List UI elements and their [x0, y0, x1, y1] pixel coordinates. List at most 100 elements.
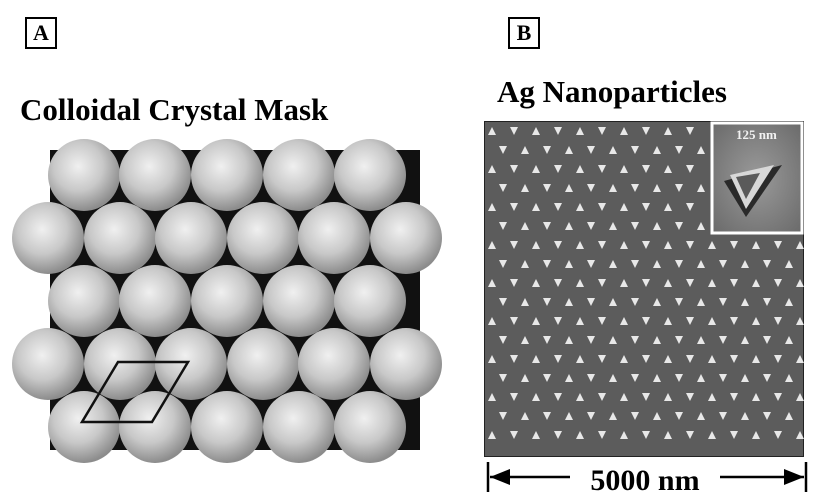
sphere [48, 265, 120, 337]
nanoparticle [642, 279, 650, 287]
nanoparticle [675, 374, 683, 382]
nanoparticle [499, 146, 507, 154]
sphere [334, 265, 406, 337]
nanoparticle [499, 298, 507, 306]
nanoparticle [697, 260, 705, 268]
nanoparticle [697, 146, 705, 154]
nanoparticle [565, 184, 573, 192]
nanoparticle [686, 127, 694, 135]
nanoparticle [675, 336, 683, 344]
nanoparticle [763, 336, 771, 344]
nanoparticle [620, 355, 628, 363]
nanoparticle [532, 393, 540, 401]
nanoparticle [554, 165, 562, 173]
nanoparticle [554, 431, 562, 439]
nanoparticle [664, 431, 672, 439]
nanoparticle [730, 279, 738, 287]
nanoparticle [488, 355, 496, 363]
nanoparticle [488, 165, 496, 173]
nanoparticle [752, 393, 760, 401]
nanoparticle [565, 374, 573, 382]
nanoparticle [620, 317, 628, 325]
nanoparticle [741, 336, 749, 344]
nanoparticle [587, 184, 595, 192]
nanoparticle [796, 355, 804, 363]
nanoparticle [664, 241, 672, 249]
nanoparticle [686, 241, 694, 249]
nanoparticle [653, 298, 661, 306]
sphere [191, 139, 263, 211]
nanoparticle [576, 393, 584, 401]
nanoparticle [719, 374, 727, 382]
nanoparticle [598, 317, 606, 325]
nanoparticle [675, 298, 683, 306]
afm-micrograph [484, 121, 804, 457]
nanoparticle [543, 260, 551, 268]
nanoparticle [576, 203, 584, 211]
nanoparticle [664, 393, 672, 401]
nanoparticle [642, 165, 650, 173]
nanoparticle [576, 127, 584, 135]
nanoparticle [609, 336, 617, 344]
nanoparticle [708, 279, 716, 287]
nanoparticle [598, 355, 606, 363]
sphere [191, 391, 263, 463]
nanoparticle [774, 241, 782, 249]
nanoparticle [752, 241, 760, 249]
nanoparticle [543, 374, 551, 382]
nanoparticle [642, 127, 650, 135]
nanoparticle [752, 279, 760, 287]
nanoparticle [653, 374, 661, 382]
nanoparticle [631, 374, 639, 382]
nanoparticle [499, 374, 507, 382]
nanoparticle [631, 260, 639, 268]
sphere [84, 328, 156, 400]
nanoparticle [686, 165, 694, 173]
nanoparticle [488, 279, 496, 287]
nanoparticle [532, 431, 540, 439]
nanoparticle [609, 222, 617, 230]
nanoparticle [609, 412, 617, 420]
nanoparticle [752, 355, 760, 363]
nanoparticle [598, 127, 606, 135]
nanoparticle [510, 203, 518, 211]
nanoparticle [697, 222, 705, 230]
nanoparticle [532, 165, 540, 173]
nanoparticle [488, 393, 496, 401]
nanoparticle [521, 184, 529, 192]
nanoparticle [499, 222, 507, 230]
sphere [84, 202, 156, 274]
nanoparticle [565, 260, 573, 268]
nanoparticle [587, 336, 595, 344]
nanoparticle [730, 431, 738, 439]
nanoparticle [708, 317, 716, 325]
scale-bar-label: 5000 nm [570, 464, 720, 498]
nanoparticle [631, 412, 639, 420]
sphere [298, 328, 370, 400]
nanoparticle [664, 279, 672, 287]
nanoparticle [554, 279, 562, 287]
inset-panel [710, 121, 804, 235]
nanoparticle [686, 203, 694, 211]
nanoparticle [510, 127, 518, 135]
nanoparticle [554, 127, 562, 135]
nanoparticle [708, 241, 716, 249]
nanoparticle [499, 412, 507, 420]
nanoparticle [521, 374, 529, 382]
nanoparticle [642, 355, 650, 363]
panel-title-colloidal-crystal-mask: Colloidal Crystal Mask [20, 92, 329, 127]
nanoparticle [510, 241, 518, 249]
nanoparticle [532, 279, 540, 287]
nanoparticle [642, 317, 650, 325]
nanoparticle [642, 393, 650, 401]
nanoparticle [488, 317, 496, 325]
nanoparticle [609, 298, 617, 306]
nanoparticle-array [488, 127, 804, 439]
sphere [263, 139, 335, 211]
inset-scale-label: 125 nm [736, 127, 777, 142]
nanoparticle [543, 412, 551, 420]
nanoparticle [664, 317, 672, 325]
nanoparticle [598, 203, 606, 211]
scale-bar-right-arrow [784, 469, 804, 485]
nanoparticle [510, 393, 518, 401]
